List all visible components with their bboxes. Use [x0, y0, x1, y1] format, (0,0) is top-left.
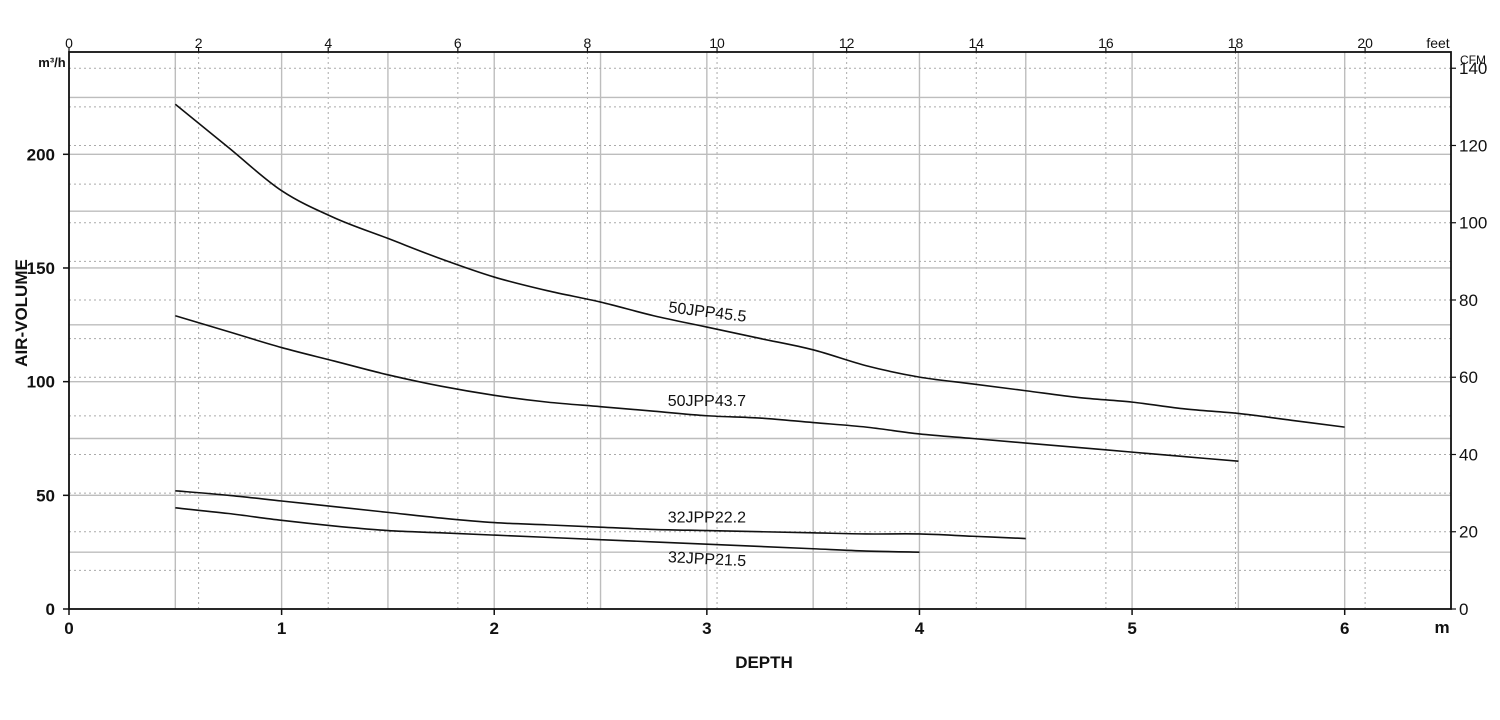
right-tick-label: 120 [1459, 136, 1487, 155]
top-tick-label: 4 [324, 35, 332, 51]
top-tick-label: 10 [709, 35, 725, 51]
grid [69, 52, 1451, 609]
x-axis-title: DEPTH [735, 653, 793, 672]
top-tick-label: 20 [1357, 35, 1373, 51]
y-axis-unit: m³/h [38, 55, 66, 70]
series-label: 50JPP43.7 [668, 393, 746, 410]
series-line [175, 314, 1239, 463]
x-tick-label: 5 [1127, 619, 1136, 638]
series-line [174, 103, 1345, 428]
top-tick-label: 18 [1228, 35, 1244, 51]
series-line [175, 489, 1026, 540]
right-tick-label: 100 [1459, 214, 1487, 233]
y-tick-label: 200 [27, 145, 55, 164]
x-tick-label: 3 [702, 619, 711, 638]
right-tick-label: 80 [1459, 291, 1478, 310]
top-tick-label: 0 [65, 35, 73, 51]
y-tick-label: 50 [36, 486, 55, 505]
x-tick-label: 4 [915, 619, 925, 638]
right-tick-label: 0 [1459, 600, 1468, 619]
top-axis-unit: feet [1426, 35, 1449, 51]
top-tick-label: 16 [1098, 35, 1114, 51]
series-line [175, 507, 920, 553]
right-axis-unit: CFM [1460, 53, 1486, 67]
y-axis-title: AIR-VOLUME [12, 259, 31, 367]
right-tick-label: 60 [1459, 368, 1478, 387]
x-tick-label: 0 [64, 619, 73, 638]
series-label: 32JPP22.2 [668, 510, 746, 527]
top-tick-label: 12 [839, 35, 855, 51]
x-tick-label: 1 [277, 619, 286, 638]
series-label: 32JPP21.5 [668, 549, 747, 570]
y-tick-label: 150 [27, 259, 55, 278]
right-tick-label: 20 [1459, 523, 1478, 542]
top-tick-label: 14 [968, 35, 984, 51]
top-tick-label: 2 [195, 35, 203, 51]
y-tick-label: 0 [46, 600, 55, 619]
x-tick-label: 6 [1340, 619, 1349, 638]
x-tick-label: 2 [489, 619, 498, 638]
top-tick-label: 8 [584, 35, 592, 51]
top-tick-label: 6 [454, 35, 462, 51]
y-tick-label: 100 [27, 373, 55, 392]
right-tick-label: 140 [1459, 59, 1487, 78]
plot-frame [68, 51, 1452, 610]
x-axis-unit: m [1434, 618, 1449, 637]
right-tick-label: 40 [1459, 445, 1478, 464]
